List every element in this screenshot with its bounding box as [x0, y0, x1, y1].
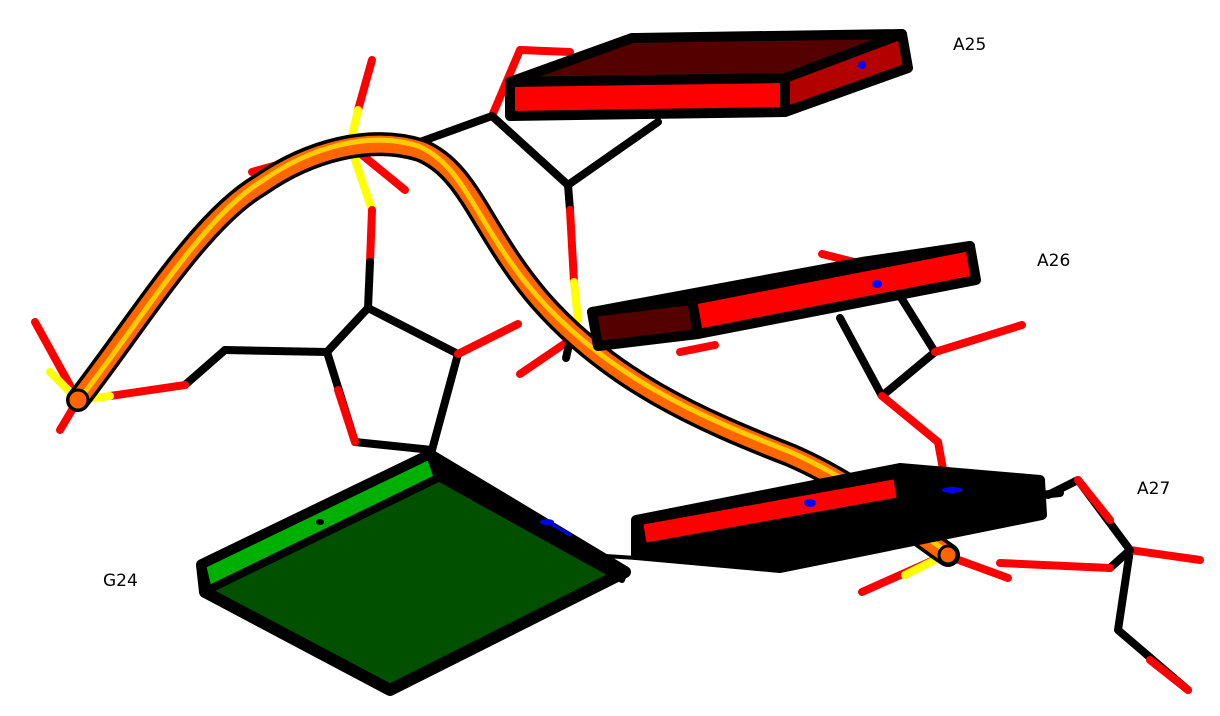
g24-nitrogen-atom [540, 519, 554, 525]
a26-nitrogen-atom [872, 280, 882, 288]
label-a26: A26 [1037, 251, 1071, 271]
g24-base-slab [196, 449, 638, 696]
backbone-ribbon [66, 132, 960, 567]
label-g24: G24 [103, 571, 138, 591]
label-a27: A27 [1137, 479, 1171, 499]
a27-nitrogen-atom-2 [942, 487, 962, 493]
a26-base-slab [587, 241, 981, 351]
a27-nitrogen-atom-1 [804, 499, 816, 507]
a25-nitrogen-atom [858, 61, 866, 69]
a27-base-slab [631, 463, 1064, 573]
a25-base-slab [505, 29, 913, 121]
label-a25: A25 [953, 35, 987, 55]
